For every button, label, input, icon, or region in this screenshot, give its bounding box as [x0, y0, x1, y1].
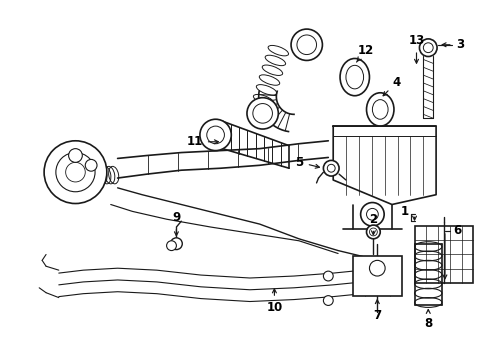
Text: 9: 9	[172, 211, 180, 236]
Circle shape	[247, 98, 278, 129]
Circle shape	[297, 35, 317, 55]
Circle shape	[361, 203, 384, 226]
Text: 7: 7	[373, 300, 381, 322]
Bar	[353, 256, 402, 296]
Text: 12: 12	[357, 44, 374, 62]
Circle shape	[323, 161, 339, 176]
Circle shape	[85, 159, 97, 171]
Circle shape	[323, 271, 333, 281]
Circle shape	[367, 225, 380, 239]
Circle shape	[207, 126, 224, 144]
Text: 8: 8	[424, 310, 432, 330]
Ellipse shape	[372, 100, 388, 119]
Circle shape	[44, 141, 107, 203]
Circle shape	[369, 228, 377, 236]
Circle shape	[69, 149, 82, 162]
Circle shape	[327, 164, 335, 172]
Text: 5: 5	[295, 156, 319, 169]
Ellipse shape	[340, 58, 369, 96]
Circle shape	[171, 238, 182, 249]
Text: 3: 3	[456, 38, 464, 51]
Circle shape	[56, 153, 95, 192]
Circle shape	[369, 260, 385, 276]
Text: 13: 13	[408, 34, 425, 63]
Circle shape	[253, 104, 272, 123]
Circle shape	[66, 162, 85, 182]
Text: 10: 10	[266, 289, 283, 314]
Ellipse shape	[367, 93, 394, 126]
Circle shape	[291, 29, 322, 60]
Text: 4: 4	[383, 76, 401, 96]
Text: 1: 1	[401, 205, 409, 218]
Polygon shape	[333, 126, 436, 204]
Circle shape	[323, 296, 333, 305]
Text: 11: 11	[187, 135, 219, 148]
Text: 6: 6	[454, 225, 462, 238]
Circle shape	[419, 39, 437, 57]
Circle shape	[423, 43, 433, 53]
Circle shape	[367, 208, 378, 220]
Circle shape	[167, 241, 176, 251]
Circle shape	[200, 119, 231, 150]
Bar	[415, 226, 473, 283]
Text: 2: 2	[369, 213, 377, 235]
Ellipse shape	[346, 66, 364, 89]
